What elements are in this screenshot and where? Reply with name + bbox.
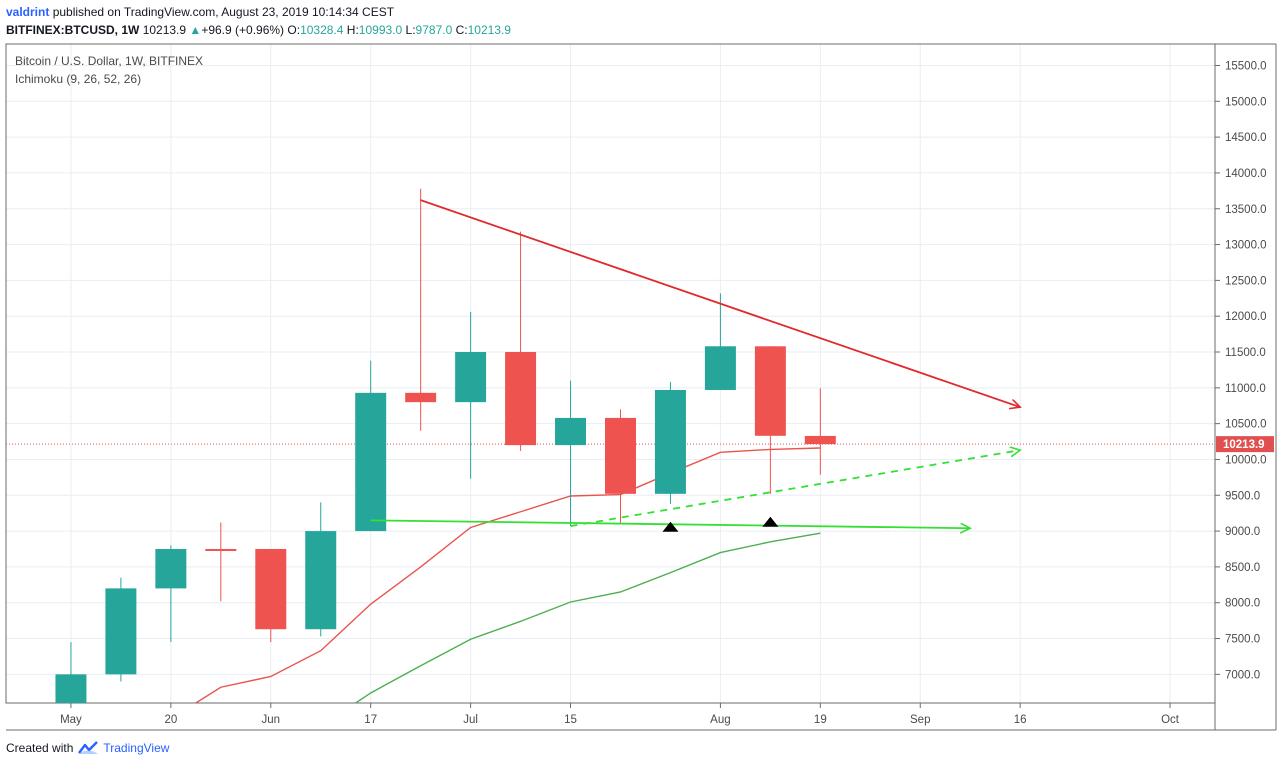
candle-body bbox=[505, 352, 537, 446]
candle bbox=[605, 409, 636, 524]
chart-legend: Bitcoin / U.S. Dollar, 1W, BITFINEX Ichi… bbox=[15, 52, 203, 88]
candle-body bbox=[555, 417, 587, 446]
price-tick-label: 8000.0 bbox=[1225, 598, 1260, 610]
candle-body bbox=[754, 346, 786, 436]
high-value: 10993.0 bbox=[358, 23, 403, 37]
price-tick-label: 11000.0 bbox=[1225, 383, 1266, 395]
close-label: C: bbox=[455, 23, 468, 37]
price-tick-label: 8500.0 bbox=[1225, 562, 1260, 574]
change-value: +96.9 (+0.96%) bbox=[201, 23, 285, 37]
tradingview-brand-link[interactable]: TradingView bbox=[103, 741, 170, 755]
candle bbox=[754, 346, 786, 494]
time-tick-label: 17 bbox=[364, 714, 377, 726]
candle bbox=[704, 293, 736, 390]
candle-body bbox=[55, 674, 87, 703]
time-tick-label: May bbox=[60, 714, 82, 726]
price-tick-label: 10500.0 bbox=[1225, 419, 1267, 431]
time-tick-label: Aug bbox=[710, 714, 730, 726]
candle-body bbox=[205, 548, 237, 551]
price-tick-label: 15000.0 bbox=[1225, 96, 1267, 108]
last-price-badge-label: 10213.9 bbox=[1223, 439, 1265, 451]
ascending-support-trendline bbox=[570, 450, 1021, 527]
candle bbox=[654, 382, 686, 504]
tradingview-logo-icon bbox=[78, 741, 99, 754]
candle-body bbox=[305, 531, 337, 630]
price-tick-label: 12500.0 bbox=[1225, 275, 1267, 287]
gridlines bbox=[6, 44, 1215, 703]
triangle-marker-icon bbox=[762, 516, 779, 527]
close-value: 10213.9 bbox=[467, 23, 511, 37]
candle bbox=[804, 388, 836, 475]
candle bbox=[455, 311, 487, 479]
time-tick-label: Oct bbox=[1161, 714, 1180, 726]
candle-body bbox=[455, 352, 487, 403]
low-value: 9787.0 bbox=[415, 23, 453, 37]
candle-body bbox=[654, 389, 686, 494]
created-with-label: Created with bbox=[6, 741, 74, 755]
open-label: O: bbox=[287, 23, 301, 37]
author-link[interactable]: valdrint bbox=[6, 5, 50, 19]
time-tick-label: Sep bbox=[910, 714, 930, 726]
chart-header: valdrint published on TradingView.com, A… bbox=[6, 3, 511, 39]
triangle-marker-icon bbox=[662, 521, 679, 532]
candle bbox=[505, 231, 537, 451]
candle bbox=[205, 522, 237, 602]
candle-body bbox=[255, 548, 287, 630]
time-tick-label: Jun bbox=[262, 714, 281, 726]
candle-body bbox=[605, 417, 636, 494]
candle-body bbox=[804, 435, 836, 445]
candle bbox=[405, 188, 437, 431]
price-tick-label: 9000.0 bbox=[1225, 526, 1260, 538]
kijun-sen-line bbox=[355, 532, 821, 703]
price-tick-label: 9500.0 bbox=[1225, 490, 1260, 502]
candle bbox=[155, 545, 187, 643]
time-tick-label: 20 bbox=[164, 714, 177, 726]
price-tick-label: 13000.0 bbox=[1225, 240, 1267, 252]
price-tick-label: 7500.0 bbox=[1225, 634, 1260, 646]
ohlc-line: BITFINEX:BTCUSD, 1W 10213.9 ▲+96.9 (+0.9… bbox=[6, 21, 511, 39]
time-tick-label: 15 bbox=[564, 714, 577, 726]
change-up-icon: ▲ bbox=[189, 23, 202, 37]
price-tick-label: 7000.0 bbox=[1225, 669, 1260, 681]
price-tick-label: 10000.0 bbox=[1225, 454, 1267, 466]
candle bbox=[55, 642, 87, 703]
open-value: 10328.4 bbox=[300, 23, 344, 37]
price-tick-label: 12000.0 bbox=[1225, 311, 1267, 323]
price-tick-label: 14000.0 bbox=[1225, 168, 1267, 180]
last-price-badge bbox=[1216, 436, 1274, 453]
candle-body bbox=[355, 392, 387, 532]
candle-body bbox=[155, 548, 187, 589]
candle bbox=[305, 502, 337, 637]
low-label: L: bbox=[405, 23, 416, 37]
price-tick-label: 13500.0 bbox=[1225, 204, 1267, 216]
symbol-label: BITFINEX:BTCUSD, 1W bbox=[6, 23, 140, 37]
indicator-label[interactable]: Ichimoku (9, 26, 52, 26) bbox=[15, 72, 142, 86]
plot-frame bbox=[5, 43, 1216, 704]
publish-line: valdrint published on TradingView.com, A… bbox=[6, 3, 511, 21]
candle-body bbox=[105, 588, 137, 675]
plot-layer bbox=[6, 188, 1215, 703]
publish-info: published on TradingView.com, August 23,… bbox=[52, 5, 395, 19]
time-tick-label: 16 bbox=[1014, 714, 1027, 726]
high-label: H: bbox=[346, 23, 359, 37]
last-price: 10213.9 bbox=[142, 23, 187, 37]
price-axis: 7000.0 7500.0 8000.0 8500.0 9000.0 9500.0 1000… bbox=[1215, 60, 1267, 681]
time-axis: May 20 Jun 17 Jul 15 Aug 19 Sep 16 Oct bbox=[60, 703, 1180, 726]
price-tick-label: 11500.0 bbox=[1225, 347, 1266, 359]
candle bbox=[255, 548, 287, 643]
candle bbox=[105, 577, 137, 682]
time-tick-label: 19 bbox=[814, 714, 827, 726]
candle bbox=[355, 360, 387, 532]
candle-body bbox=[704, 346, 736, 390]
candle bbox=[555, 380, 587, 527]
series-title: Bitcoin / U.S. Dollar, 1W, BITFINEX bbox=[15, 54, 204, 68]
price-tick-label: 14500.0 bbox=[1225, 132, 1267, 144]
footer: Created with TradingView bbox=[6, 741, 169, 755]
time-tick-label: Jul bbox=[463, 714, 478, 726]
resistance-trendline bbox=[420, 199, 1021, 407]
candle-body bbox=[405, 392, 437, 403]
tenkan-sen-line bbox=[195, 447, 821, 703]
price-tick-label: 15500.0 bbox=[1225, 60, 1267, 72]
